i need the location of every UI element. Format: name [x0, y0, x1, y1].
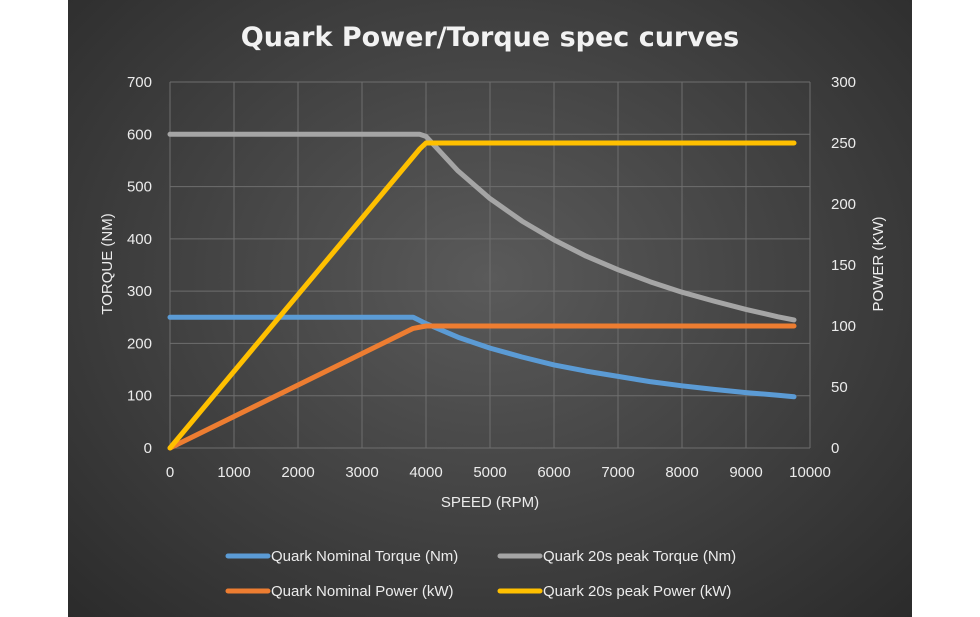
x-tick-label: 6000	[537, 464, 570, 481]
y-tick-label: 300	[127, 283, 152, 300]
y-tick-label: 100	[127, 388, 152, 405]
x-tick-label: 5000	[473, 464, 506, 481]
left-axis-ticks: 0 100 200 300 400 500 600 700	[127, 74, 152, 457]
y-tick-label: 700	[127, 74, 152, 91]
x-tick-label: 2000	[281, 464, 314, 481]
gridlines	[169, 81, 811, 449]
y-tick-label: 400	[127, 231, 152, 248]
y2-tick-label: 200	[831, 196, 856, 213]
x-tick-label: 9000	[729, 464, 762, 481]
legend-label: Quark 20s peak Torque (Nm)	[543, 548, 736, 565]
y2-tick-label: 250	[831, 135, 856, 152]
y-tick-label: 200	[127, 335, 152, 352]
y2-tick-label: 150	[831, 257, 856, 274]
y-tick-label: 0	[144, 440, 152, 457]
right-axis-ticks: 0 50 100 150 200 250 300	[831, 74, 856, 457]
x-tick-label: 4000	[409, 464, 442, 481]
series-line-quark-20s-peak-torque-nm	[167, 131, 797, 323]
x-tick-label: 8000	[665, 464, 698, 481]
y2-tick-label: 300	[831, 74, 856, 91]
x-axis-ticks: 0 1000 2000 3000 4000 5000 6000 7000 8000 9000 100…	[166, 464, 831, 481]
legend-label: Quark 20s peak Power (kW)	[543, 583, 731, 600]
legend-label: Quark Nominal Power (kW)	[271, 583, 454, 600]
y-axis-title: TORQUE (NM)	[99, 213, 116, 314]
x-tick-label: 7000	[601, 464, 634, 481]
series-line-quark-nominal-torque-nm	[167, 314, 797, 400]
legend-label: Quark Nominal Torque (Nm)	[271, 548, 458, 565]
series-line-quark-20s-peak-power-kw	[167, 140, 797, 451]
x-tick-label: 10000	[789, 464, 831, 481]
y2-tick-label: 100	[831, 318, 856, 335]
y-tick-label: 500	[127, 179, 152, 196]
series-lines	[167, 131, 797, 451]
series-line-quark-nominal-power-kw	[167, 323, 797, 451]
chart-title: Quark Power/Torque spec curves	[241, 22, 739, 53]
legend: Quark Nominal Torque (Nm) Quark 20s peak …	[225, 548, 736, 600]
y2-axis-title: POWER (KW)	[870, 217, 887, 312]
y-tick-label: 600	[127, 126, 152, 143]
y2-tick-label: 50	[831, 379, 848, 396]
x-tick-label: 1000	[217, 464, 250, 481]
x-axis-title: SPEED (RPM)	[441, 494, 539, 511]
x-tick-label: 0	[166, 464, 174, 481]
x-tick-label: 3000	[345, 464, 378, 481]
y2-tick-label: 0	[831, 440, 839, 457]
